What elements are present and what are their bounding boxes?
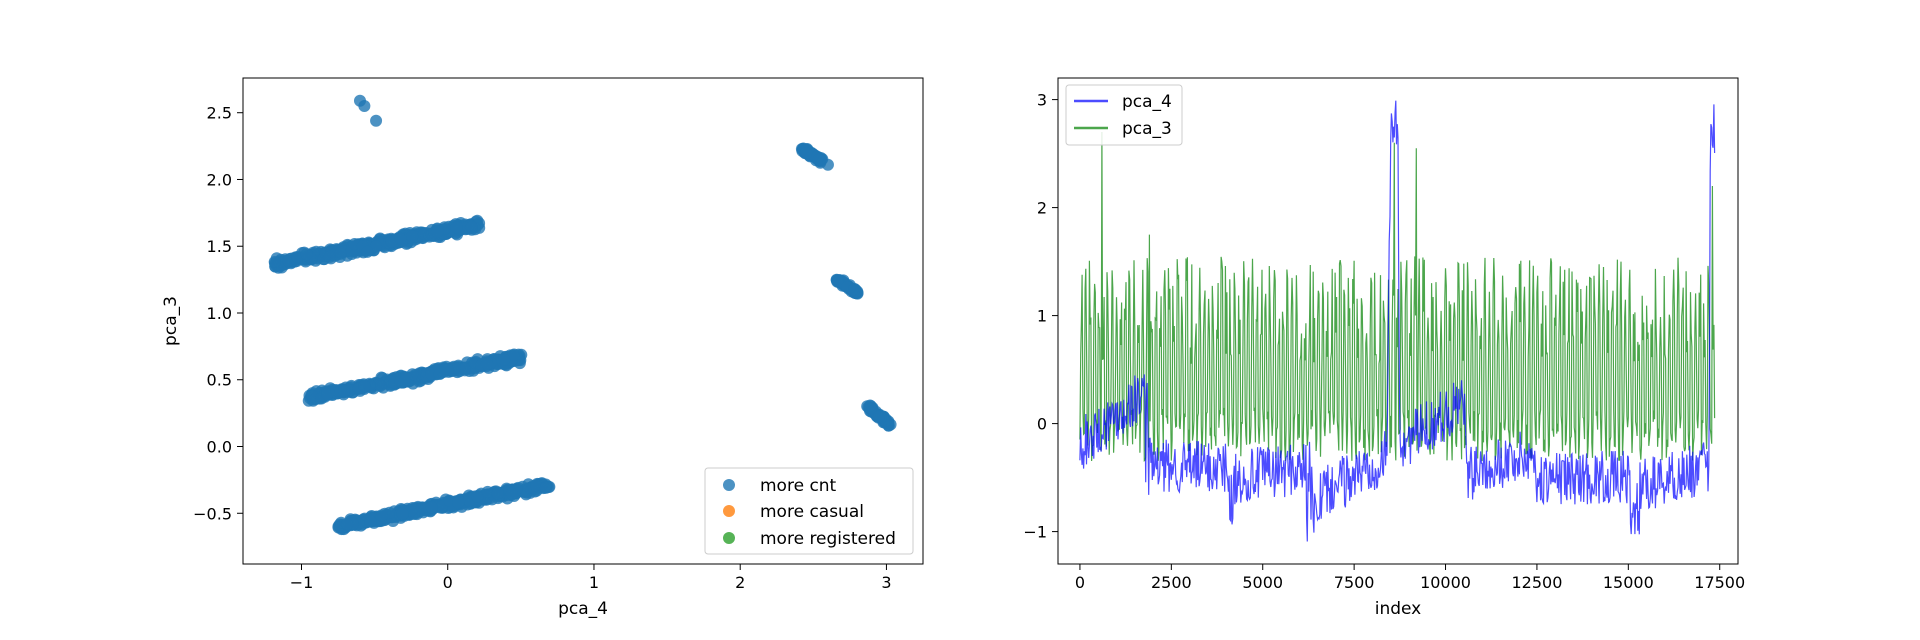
x-tick-label: 3 xyxy=(881,573,891,592)
x-tick-label: 0 xyxy=(1075,573,1085,592)
scatter-point xyxy=(396,507,409,520)
scatter-point xyxy=(370,240,383,253)
y-tick-label: 2.5 xyxy=(207,104,232,123)
scatter-point xyxy=(441,363,454,376)
legend-label-pca-3: pca_3 xyxy=(1122,119,1172,139)
x-tick-label: 7500 xyxy=(1334,573,1375,592)
scatter-ticks: −1 0 1 2 3 −0.5 0.0 0.5 1.0 1.5 2.0 2.5 xyxy=(193,104,891,592)
x-tick-label: 15000 xyxy=(1603,573,1654,592)
scatter-point xyxy=(452,496,465,509)
scatter-point xyxy=(507,349,520,362)
legend-marker-more-cnt xyxy=(723,479,735,491)
y-tick-label: 1.5 xyxy=(207,237,232,256)
scatter-ylabel: pca_3 xyxy=(161,296,181,346)
scatter-point xyxy=(394,232,407,245)
scatter-point xyxy=(491,487,504,500)
line-series xyxy=(1079,100,1716,542)
scatter-point xyxy=(481,485,494,498)
scatter-point xyxy=(530,479,543,492)
scatter-point xyxy=(375,509,388,522)
legend-marker-more-registered xyxy=(723,532,735,544)
y-tick-label: 0.5 xyxy=(207,371,232,390)
legend-marker-more-casual xyxy=(723,505,735,517)
legend-label-more-registered: more registered xyxy=(760,529,896,549)
scatter-point xyxy=(539,481,552,494)
y-tick-label: −0.5 xyxy=(193,504,232,523)
scatter-plot: −1 0 1 2 3 −0.5 0.0 0.5 1.0 1.5 2.0 2.5 pca_4 pca_3… xyxy=(161,77,924,619)
x-tick-label: 17500 xyxy=(1694,573,1745,592)
scatter-point xyxy=(341,518,354,531)
line-plot-frame xyxy=(1057,77,1739,565)
y-tick-label: 2.0 xyxy=(207,170,232,189)
legend-label-more-casual: more casual xyxy=(760,502,864,522)
line-series-pca-4 xyxy=(1079,100,1716,542)
scatter-point xyxy=(872,410,885,423)
x-tick-label: 1 xyxy=(589,573,599,592)
scatter-point xyxy=(323,250,336,263)
scatter-point xyxy=(812,153,825,166)
scatter-point xyxy=(425,501,438,514)
line-xlabel: index xyxy=(1375,599,1422,619)
scatter-point xyxy=(334,246,347,259)
scatter-point xyxy=(431,225,444,238)
y-tick-label: 0.0 xyxy=(207,438,232,457)
scatter-point xyxy=(358,380,371,393)
legend-label-pca-4: pca_4 xyxy=(1122,92,1172,112)
scatter-point xyxy=(321,388,334,401)
scatter-point xyxy=(364,515,377,528)
line-plot: 0 2500 5000 7500 10000 12500 15000 17500−10123 … xyxy=(1023,77,1745,619)
scatter-point xyxy=(337,384,350,397)
scatter-point xyxy=(498,353,511,366)
y-tick-label: 3 xyxy=(1037,91,1047,110)
scatter-point xyxy=(458,362,471,375)
scatter-points xyxy=(268,94,897,536)
line-ticks: 0 2500 5000 7500 10000 12500 15000 17500 −1 0 1 2 3 xyxy=(1023,91,1745,592)
x-tick-label: 0 xyxy=(443,573,453,592)
scatter-legend-box xyxy=(704,467,914,555)
scatter-point xyxy=(505,487,518,500)
scatter-point xyxy=(398,375,411,388)
y-tick-label: −1 xyxy=(1023,523,1047,542)
x-tick-label: 2 xyxy=(735,573,745,592)
scatter-point xyxy=(370,114,383,127)
y-tick-label: 1.0 xyxy=(207,304,232,323)
scatter-xlabel: pca_4 xyxy=(558,599,608,619)
scatter-plot-frame xyxy=(242,77,924,565)
scatter-point xyxy=(425,367,438,380)
x-tick-label: 2500 xyxy=(1151,573,1192,592)
line-legend: pca_4 pca_3 xyxy=(1065,84,1183,146)
scatter-point xyxy=(300,248,313,261)
y-tick-label: 1 xyxy=(1037,307,1047,326)
scatter-point xyxy=(415,501,428,514)
scatter-point xyxy=(361,245,374,258)
scatter-point xyxy=(821,158,834,171)
y-tick-label: 0 xyxy=(1037,415,1047,434)
line-series-pca-3 xyxy=(1079,131,1716,462)
scatter-point xyxy=(450,221,463,234)
scatter-point xyxy=(406,230,419,243)
x-tick-label: 5000 xyxy=(1242,573,1283,592)
scatter-point xyxy=(800,147,813,160)
scatter-point xyxy=(471,490,484,503)
scatter-point xyxy=(306,390,319,403)
scatter-point xyxy=(864,399,877,412)
legend-label-more-cnt: more cnt xyxy=(760,476,837,496)
scatter-point xyxy=(465,221,478,234)
scatter-legend: more cnt more casual more registered xyxy=(704,467,914,555)
scatter-point xyxy=(358,100,371,113)
x-tick-label: 12500 xyxy=(1511,573,1562,592)
scatter-point xyxy=(291,250,304,263)
scatter-point xyxy=(481,358,494,371)
scatter-point xyxy=(268,255,281,268)
scatter-point xyxy=(831,275,844,288)
scatter-point xyxy=(848,282,861,295)
x-tick-label: 10000 xyxy=(1420,573,1471,592)
scatter-point xyxy=(372,378,385,391)
y-tick-label: 2 xyxy=(1037,199,1047,218)
x-tick-label: −1 xyxy=(290,573,314,592)
